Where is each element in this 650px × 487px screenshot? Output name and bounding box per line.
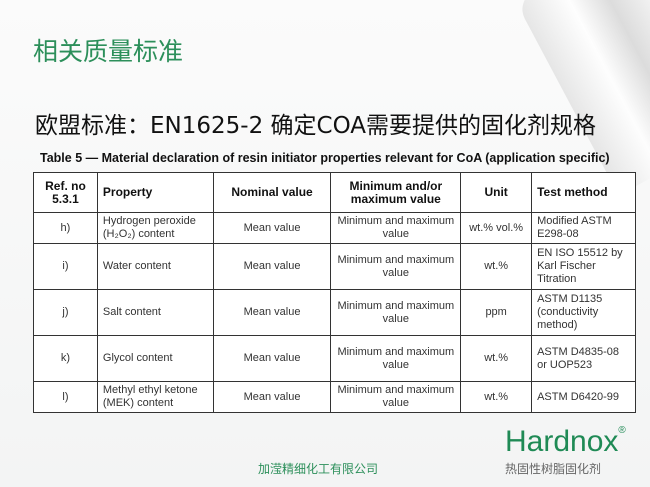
registered-mark: ® — [618, 425, 626, 436]
table-caption: Table 5 — Material declaration of resin … — [40, 151, 610, 165]
cell-nominal: Mean value — [212, 289, 332, 336]
cell-nominal: Mean value — [212, 335, 332, 382]
cell-nominal: Mean value — [212, 243, 332, 290]
table-row: i) Water content Mean value Minimum and max… — [33, 243, 636, 290]
table-row: j) Salt content Mean value Minimum and maxi… — [33, 289, 636, 336]
logo-text: Hardnox — [505, 425, 619, 458]
table-row: l) Methyl ethyl ketone (MEK) content Mean … — [33, 381, 636, 413]
cell-minmax: Minimum and maximum value — [330, 212, 462, 244]
cell-test-method: ASTM D4835-08 or UOP523 — [531, 335, 636, 382]
logo-tagline: 热固性树脂固化剂 — [505, 462, 602, 476]
cell-test-method: Modified ASTM E298-08 — [531, 212, 636, 244]
header-minmax: Minimum and/or maximum value — [330, 172, 462, 213]
header-test-method: Test method — [531, 172, 636, 213]
cell-ref: j) — [33, 289, 98, 336]
table-row: k) Glycol content Mean value Minimum and ma… — [33, 335, 636, 382]
coa-table: Ref. no 5.3.1 Property Nominal value Min… — [33, 172, 636, 413]
slide-subtitle: 欧盟标准：EN1625-2 确定COA需要提供的固化剂规格 — [35, 113, 597, 139]
header-unit: Unit — [460, 172, 533, 213]
cell-unit: wt.% — [460, 335, 533, 382]
header-property: Property — [96, 172, 214, 213]
cell-ref: h) — [33, 212, 98, 244]
header-nominal: Nominal value — [212, 172, 332, 213]
cell-property: Water content — [96, 243, 214, 290]
cell-ref: k) — [33, 335, 98, 382]
cell-ref: l) — [33, 381, 98, 413]
cell-property: Methyl ethyl ketone (MEK) content — [96, 381, 214, 413]
cell-test-method: ASTM D1135 (conductivity method) — [531, 289, 636, 336]
cell-unit: wt.% — [460, 381, 533, 413]
cell-minmax: Minimum and maximum value — [330, 289, 462, 336]
cell-minmax: Minimum and maximum value — [330, 381, 462, 413]
cell-test-method: ASTM D6420-99 — [531, 381, 636, 413]
cell-nominal: Mean value — [212, 212, 332, 244]
cell-property: Salt content — [96, 289, 214, 336]
cell-unit: wt.% — [460, 243, 533, 290]
cell-test-method: EN ISO 15512 by Karl Fischer Titration — [531, 243, 636, 290]
cell-property: Hydrogen peroxide (H₂O₂) content — [96, 212, 214, 244]
cell-unit: ppm — [460, 289, 533, 336]
cell-minmax: Minimum and maximum value — [330, 243, 462, 290]
cell-ref: i) — [33, 243, 98, 290]
hardnox-logo: Hardnox® — [505, 425, 626, 459]
cell-nominal: Mean value — [212, 381, 332, 413]
table-header-row: Ref. no 5.3.1 Property Nominal value Min… — [33, 172, 636, 213]
header-ref: Ref. no 5.3.1 — [33, 172, 98, 213]
company-name: 加滢精细化工有限公司 — [258, 462, 379, 476]
cell-unit: wt.% vol.% — [460, 212, 533, 244]
cell-minmax: Minimum and maximum value — [330, 335, 462, 382]
slide-title: 相关质量标准 — [33, 37, 184, 66]
cell-property: Glycol content — [96, 335, 214, 382]
table-row: h) Hydrogen peroxide (H₂O₂) content Mean v… — [33, 212, 636, 244]
